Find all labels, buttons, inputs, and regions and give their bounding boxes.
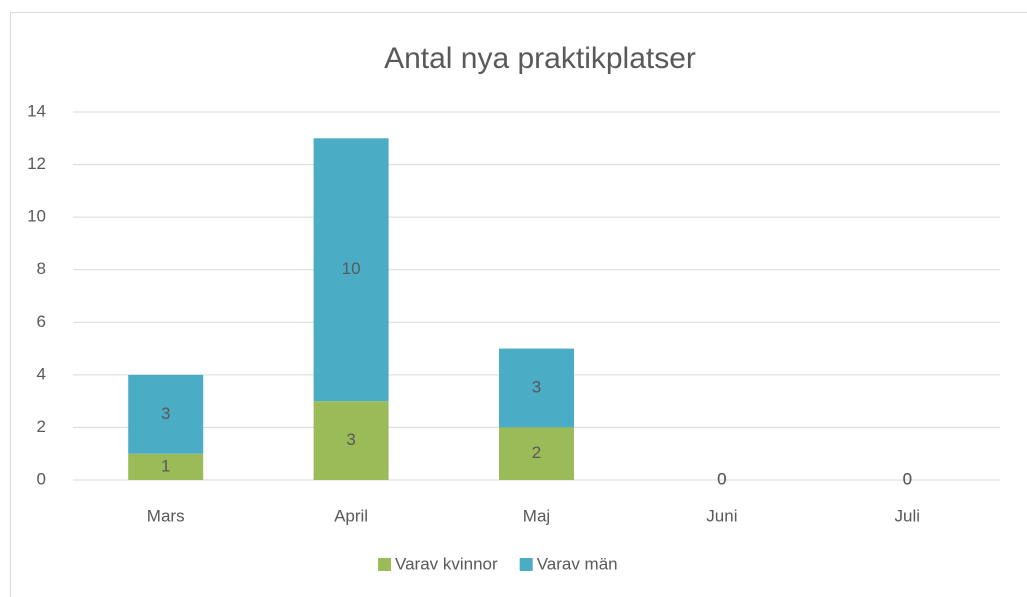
y-tick-label: 12 [27,154,46,173]
bar-segment [313,401,389,480]
data-label: 2 [532,443,541,462]
chart-title: Antal nya praktikplatser [384,42,696,75]
y-tick-label: 10 [27,207,46,226]
y-tick-label: 6 [37,312,46,331]
x-tick-label: Mars [147,506,185,525]
y-tick-label: 2 [37,417,46,436]
bar-segment [313,138,389,402]
x-tick-label: Maj [523,506,550,525]
y-tick-label: 14 [27,101,46,120]
data-label: 1 [161,456,170,475]
y-tick-label: 4 [37,364,46,383]
data-label: 0 [717,469,726,488]
x-tick-label: Juni [706,506,737,525]
legend-label: Varav män [537,554,618,573]
data-label: 10 [342,259,361,278]
data-label: 3 [161,404,170,423]
x-tick-label: April [334,506,368,525]
data-label: 3 [532,377,541,396]
y-tick-label: 0 [37,469,46,488]
x-tick-label: Juli [895,506,921,525]
y-tick-label: 8 [37,259,46,278]
legend-label: Varav kvinnor [395,554,498,573]
data-label: 0 [903,469,912,488]
data-label: 3 [346,430,355,449]
bar-segment [128,453,204,480]
bar-segment [499,348,574,428]
chart-border [10,12,1027,597]
bar-segment [128,374,204,454]
bar-segment [499,427,574,480]
data-label: 0 [717,469,726,488]
legend-swatch [378,558,391,571]
data-label: 0 [903,469,912,488]
legend-swatch [519,558,533,571]
